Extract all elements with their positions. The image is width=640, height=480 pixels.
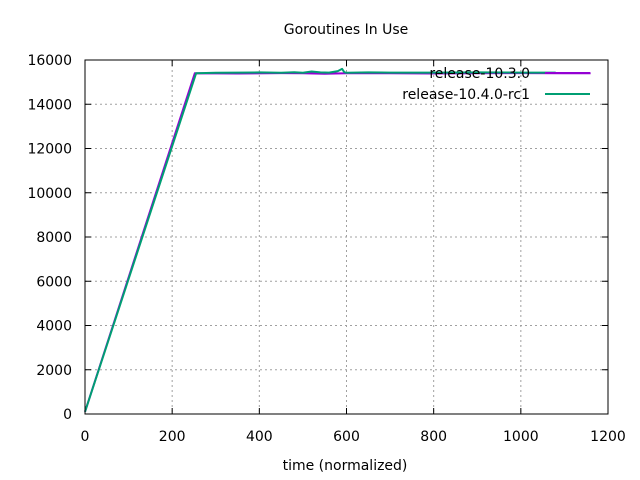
- y-tick-label: 4000: [36, 319, 72, 335]
- axis-ticks: 0 200 400 600 800 1000 12000200040006000800010…: [27, 53, 625, 445]
- grid: [85, 60, 608, 414]
- series-line-release-10.4.0-rc1: [84, 67, 556, 413]
- series-lines: [84, 67, 591, 413]
- x-tick-label: 0: [81, 429, 90, 445]
- x-tick-label: 600: [333, 429, 360, 445]
- y-tick-label: 0: [63, 407, 72, 423]
- legend-label: release-10.3.0: [429, 66, 530, 82]
- legend-label: release-10.4.0-rc1: [402, 87, 530, 103]
- series-line-release-10.3.0: [84, 72, 591, 413]
- x-tick-label: 1200: [590, 429, 626, 445]
- y-tick-label: 2000: [36, 363, 72, 379]
- y-tick-label: 12000: [27, 142, 72, 158]
- x-tick-label: 1000: [503, 429, 539, 445]
- x-tick-label: 200: [159, 429, 186, 445]
- y-tick-label: 14000: [27, 97, 72, 113]
- x-tick-label: 800: [420, 429, 447, 445]
- y-tick-label: 8000: [36, 230, 72, 246]
- chart-title: Goroutines In Use: [284, 22, 409, 38]
- x-tick-label: 400: [246, 429, 273, 445]
- y-tick-label: 16000: [27, 53, 72, 69]
- y-tick-label: 10000: [27, 186, 72, 202]
- y-tick-label: 6000: [36, 274, 72, 290]
- legend: release-10.3.0 release-10.4.0-rc1: [402, 66, 590, 103]
- x-axis-title: time (normalized): [283, 458, 408, 474]
